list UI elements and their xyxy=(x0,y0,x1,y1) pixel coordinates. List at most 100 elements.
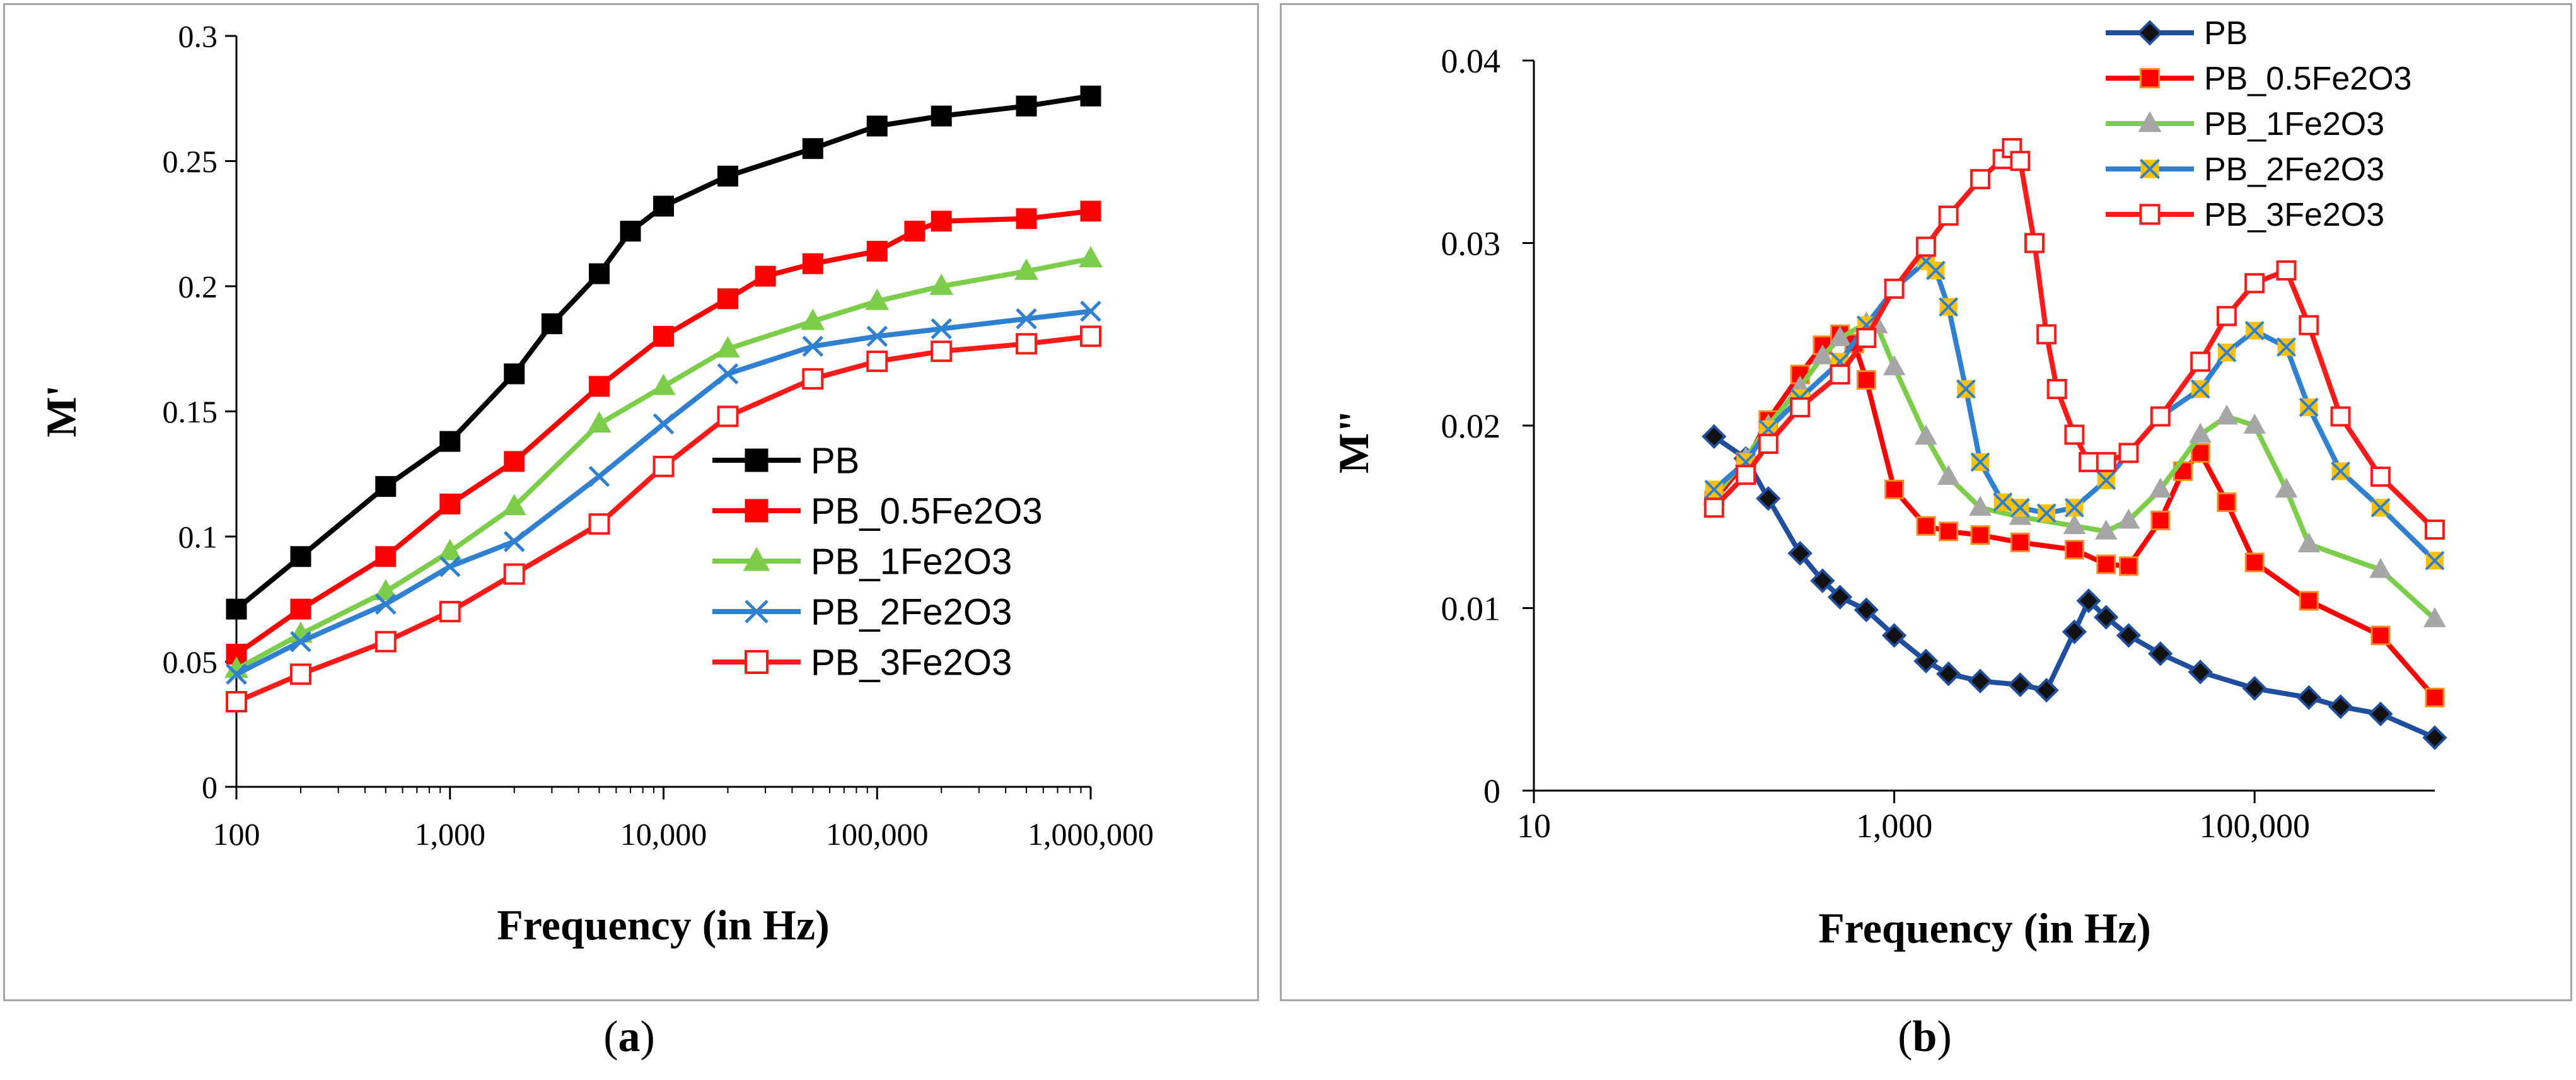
data-point xyxy=(2190,351,2211,372)
legend-entry-pb-2fe2o3: PB_2Fe2O3 xyxy=(2106,151,2384,188)
data-point xyxy=(866,325,888,347)
chart-b: 0 0.01 0.02 0.03 0.04 10 1,000 100,000 Frequency… xyxy=(1330,15,2447,952)
data-point xyxy=(1828,326,1852,346)
y-axis-label: M' xyxy=(37,385,85,437)
y-tick-label: 0.05 xyxy=(163,644,218,680)
data-point xyxy=(1884,278,1905,299)
data-point xyxy=(1080,300,1101,322)
data-point xyxy=(904,221,925,242)
data-point xyxy=(2369,557,2392,578)
data-point xyxy=(1014,258,1038,280)
data-point xyxy=(2275,477,2298,498)
data-point xyxy=(620,221,641,242)
marker-cross xyxy=(2217,342,2237,363)
x-tick-label: 1,000,000 xyxy=(1028,816,1154,852)
data-point xyxy=(1704,479,1724,499)
data-point xyxy=(290,630,311,653)
data-point xyxy=(2217,342,2237,363)
data-point xyxy=(651,373,676,395)
data-point xyxy=(1913,648,1939,674)
marker-cross xyxy=(2036,503,2057,523)
x-tick-label: 10 xyxy=(1517,807,1551,845)
data-point xyxy=(375,476,397,497)
legend-entry-pb: PB xyxy=(712,440,859,481)
series-pb-2fe2o3 xyxy=(226,300,1101,685)
y-tick-label: 0 xyxy=(202,770,218,805)
marker-cross xyxy=(2096,470,2116,491)
data-point xyxy=(802,335,824,357)
data-point xyxy=(1810,568,1835,593)
data-point xyxy=(502,494,526,516)
legend-marker xyxy=(745,499,769,523)
caption-a-letter: a xyxy=(618,1013,641,1061)
data-point xyxy=(653,413,675,435)
data-point xyxy=(653,195,674,217)
legend-entry-pb-2fe2o3: PB_2Fe2O3 xyxy=(712,591,1012,632)
marker-cross xyxy=(1956,379,1976,399)
data-point xyxy=(2296,685,2321,710)
legend-marker xyxy=(2137,20,2163,46)
legend-label: PB_0.5Fe2O3 xyxy=(2204,61,2412,97)
marker-cross xyxy=(2010,497,2030,518)
data-point xyxy=(2149,477,2172,498)
data-point xyxy=(226,691,247,713)
data-point xyxy=(2331,461,2350,481)
data-point xyxy=(439,431,461,452)
data-point xyxy=(865,288,890,310)
data-point xyxy=(588,465,610,487)
data-point xyxy=(2425,687,2445,707)
data-point xyxy=(931,105,952,127)
legend-marker xyxy=(2139,204,2161,225)
caption-b-letter: b xyxy=(1912,1013,1937,1061)
data-point xyxy=(2076,588,2101,613)
data-point xyxy=(439,555,461,578)
data-point xyxy=(2299,397,2319,417)
y-tick-label: 0.1 xyxy=(178,520,218,555)
marker-cross xyxy=(2299,397,2319,417)
data-point xyxy=(2034,678,2059,703)
data-point xyxy=(439,601,461,623)
data-point xyxy=(1811,344,1834,364)
marker-cross xyxy=(2139,158,2161,180)
legend-marker xyxy=(745,650,769,674)
data-point xyxy=(801,308,825,330)
legend-marker xyxy=(743,547,770,571)
data-point xyxy=(2190,379,2210,399)
data-point xyxy=(2096,554,2116,574)
data-point xyxy=(717,165,738,187)
data-point xyxy=(2242,676,2267,701)
data-point xyxy=(1883,355,1906,376)
data-point xyxy=(716,336,740,357)
data-point xyxy=(1756,486,1781,511)
legend-marker xyxy=(2139,158,2161,180)
data-point xyxy=(2217,492,2237,513)
data-point xyxy=(1936,661,1961,687)
data-point xyxy=(438,538,462,560)
data-point xyxy=(374,630,397,653)
data-point xyxy=(1702,424,1727,449)
marker-cross xyxy=(2370,497,2391,518)
x-tick-label: 10,000 xyxy=(620,816,707,852)
marker-cross xyxy=(1926,260,1946,281)
data-point xyxy=(375,593,397,615)
data-point xyxy=(717,405,739,427)
data-point xyxy=(2064,540,2084,560)
legend-entry-pb-1fe2o3: PB_1Fe2O3 xyxy=(2106,106,2384,142)
data-point xyxy=(931,318,952,340)
data-point xyxy=(2243,414,2266,434)
x-tick-label: 100,000 xyxy=(2199,807,2310,845)
legend-entry-pb-3fe2o3: PB_3Fe2O3 xyxy=(712,642,1012,683)
legend: PB PB_0.5Fe2O3 PB_1Fe2O3 PB_2Fe2O3 PB_3Fe2O3 xyxy=(712,440,1043,683)
data-point xyxy=(1968,668,1993,694)
legend-marker xyxy=(745,448,769,472)
legend-entry-pb-3fe2o3: PB_3Fe2O3 xyxy=(2106,197,2384,233)
data-point xyxy=(373,579,398,601)
data-point xyxy=(2036,324,2057,345)
data-point xyxy=(226,663,247,685)
y-tick-label: 0 xyxy=(1483,772,1500,810)
data-point xyxy=(2062,619,2087,644)
legend-label: PB_3Fe2O3 xyxy=(2204,197,2384,233)
data-point xyxy=(2046,379,2067,400)
data-point xyxy=(589,263,610,284)
x-axis-label: Frequency (in Hz) xyxy=(497,901,830,949)
